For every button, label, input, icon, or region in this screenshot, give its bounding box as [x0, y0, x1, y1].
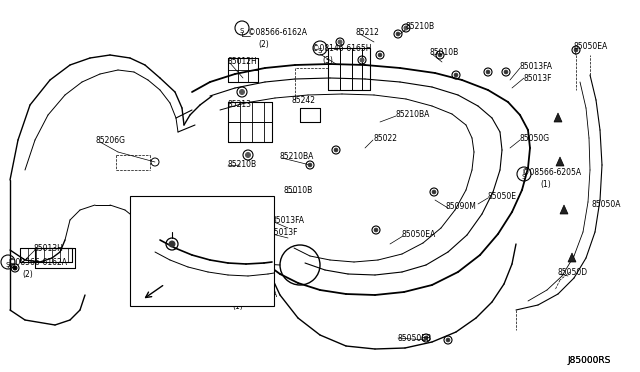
Text: 85050EA: 85050EA	[401, 230, 435, 239]
Polygon shape	[560, 205, 568, 214]
Circle shape	[169, 241, 175, 247]
Text: (3): (3)	[322, 56, 333, 65]
Text: (1): (1)	[540, 180, 551, 189]
Text: J85000RS: J85000RS	[567, 356, 611, 365]
Circle shape	[396, 32, 400, 36]
Text: 85210B: 85210B	[228, 160, 257, 169]
Polygon shape	[568, 253, 576, 262]
Text: 85212: 85212	[355, 28, 379, 37]
Circle shape	[246, 153, 250, 157]
Text: ©08566-6205A: ©08566-6205A	[218, 290, 277, 299]
Text: 85013H: 85013H	[33, 244, 63, 253]
Circle shape	[378, 53, 382, 57]
Circle shape	[438, 53, 442, 57]
Circle shape	[454, 73, 458, 77]
Text: ©08566-6162A: ©08566-6162A	[248, 28, 307, 37]
Circle shape	[13, 266, 17, 270]
Circle shape	[239, 90, 244, 94]
Circle shape	[432, 190, 436, 194]
Text: (1): (1)	[232, 302, 243, 311]
Circle shape	[338, 40, 342, 44]
Circle shape	[334, 148, 338, 152]
Text: 85050G: 85050G	[519, 134, 549, 143]
Text: 85013FA: 85013FA	[272, 216, 305, 225]
Text: 85050G: 85050G	[218, 262, 248, 271]
Circle shape	[308, 163, 312, 167]
Text: 85050A: 85050A	[592, 200, 621, 209]
Text: 85213: 85213	[228, 100, 252, 109]
Text: 85210BA: 85210BA	[280, 152, 314, 161]
Text: 85050EA: 85050EA	[573, 42, 607, 51]
Text: DETAIL: A: DETAIL: A	[148, 206, 184, 215]
Text: 85050EB: 85050EB	[397, 334, 431, 343]
Polygon shape	[556, 157, 564, 166]
Text: 85090M: 85090M	[446, 202, 477, 211]
Text: S: S	[240, 28, 244, 34]
Text: 85050E: 85050E	[487, 192, 516, 201]
Text: 85013F: 85013F	[270, 228, 298, 237]
Text: 85022: 85022	[373, 134, 397, 143]
Text: S: S	[318, 48, 322, 54]
Text: 85012H: 85012H	[228, 57, 258, 66]
Text: J85000RS: J85000RS	[567, 356, 611, 365]
Circle shape	[486, 70, 490, 74]
Bar	[130, 196, 274, 306]
Text: 85206G: 85206G	[96, 136, 126, 145]
Text: (2): (2)	[22, 270, 33, 279]
Polygon shape	[554, 113, 562, 122]
Circle shape	[374, 228, 378, 232]
Text: (2): (2)	[258, 40, 269, 49]
Text: 85013FA: 85013FA	[144, 226, 177, 235]
Circle shape	[574, 48, 578, 52]
Text: ©08566-6205A: ©08566-6205A	[522, 168, 581, 177]
Text: 85210BA: 85210BA	[395, 110, 429, 119]
Text: 85013FA: 85013FA	[519, 62, 552, 71]
Text: 85242: 85242	[291, 96, 315, 105]
Circle shape	[446, 338, 450, 342]
Circle shape	[404, 26, 408, 30]
Text: ©08566-6162A: ©08566-6162A	[8, 258, 67, 267]
Text: 85210B: 85210B	[406, 22, 435, 31]
Text: S: S	[6, 262, 10, 268]
Text: 85013F: 85013F	[524, 74, 552, 83]
Circle shape	[424, 336, 428, 340]
Text: S: S	[224, 296, 228, 302]
Circle shape	[360, 58, 364, 62]
Text: ©08146-6165H: ©08146-6165H	[312, 44, 371, 53]
Text: FRONT: FRONT	[174, 294, 200, 303]
Circle shape	[504, 70, 508, 74]
Text: S: S	[522, 174, 526, 180]
Text: 85010B: 85010B	[283, 186, 312, 195]
Text: 85050D: 85050D	[558, 268, 588, 277]
Text: 85010B: 85010B	[430, 48, 460, 57]
